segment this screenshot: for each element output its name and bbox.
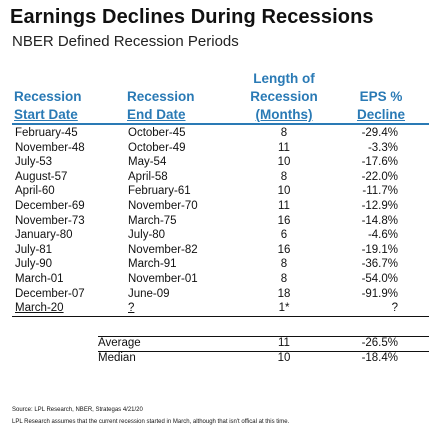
summary-row: Median 10 -18.4% bbox=[12, 351, 429, 366]
length-cell: 8 bbox=[280, 127, 288, 139]
length-cell: 6 bbox=[280, 229, 288, 242]
length-cell: 8 bbox=[280, 272, 288, 285]
length-cell: 10 bbox=[277, 156, 291, 169]
length-cell: 8 bbox=[280, 258, 288, 271]
eps-cell: -91.9% bbox=[361, 287, 398, 300]
eps-cell: -3.3% bbox=[367, 141, 398, 154]
header-eps-decline: EPS % Decline bbox=[356, 89, 406, 122]
table-row: July-81 November-82 16 -19.1% bbox=[12, 243, 429, 258]
summary-label: Average bbox=[98, 337, 141, 349]
length-cell: 16 bbox=[277, 243, 291, 256]
length-cell: 11 bbox=[278, 199, 290, 212]
eps-cell: -54.0% bbox=[361, 272, 398, 285]
table-row: July-53 May-54 10 -17.6% bbox=[12, 155, 429, 170]
eps-cell: -29.4% bbox=[361, 127, 398, 139]
start-date-cell: July-81 bbox=[15, 243, 53, 256]
footnote: LPL Research assumes that the current re… bbox=[12, 419, 290, 425]
start-date-cell: March-20 bbox=[15, 302, 64, 315]
summary-label: Median bbox=[98, 352, 136, 364]
eps-cell: -12.9% bbox=[361, 199, 398, 212]
table-row: December-07 June-09 18 -91.9% bbox=[12, 287, 429, 302]
header-rule bbox=[12, 123, 429, 125]
start-date-cell: April-60 bbox=[15, 185, 55, 198]
end-date-cell: February-61 bbox=[128, 185, 191, 198]
end-date-cell: November-01 bbox=[128, 272, 198, 285]
table-row: November-48 October-49 11 -3.3% bbox=[12, 141, 429, 156]
table-row: August-57 April-58 8 -22.0% bbox=[12, 170, 429, 185]
table-row: February-45 October-45 8 -29.4% bbox=[12, 126, 429, 141]
end-date-cell: March-75 bbox=[128, 214, 177, 227]
start-date-cell: December-07 bbox=[15, 287, 85, 300]
table-row: March-01 November-01 8 -54.0% bbox=[12, 272, 429, 287]
header-end-date: Recession End Date bbox=[127, 89, 195, 122]
end-date-cell: November-70 bbox=[128, 199, 198, 212]
summary-eps: -18.4% bbox=[361, 352, 398, 364]
table-row: July-90 March-91 8 -36.7% bbox=[12, 257, 429, 272]
table-row: January-80 July-80 6 -4.6% bbox=[12, 228, 429, 243]
table-row: March-20? 1*? bbox=[12, 301, 429, 317]
length-cell: 11 bbox=[278, 141, 290, 154]
table-row: December-69 November-70 11 -12.9% bbox=[12, 199, 429, 214]
length-cell: 8 bbox=[280, 170, 288, 183]
eps-cell: -11.7% bbox=[362, 185, 398, 198]
end-date-cell: October-45 bbox=[128, 127, 186, 139]
start-date-cell: July-90 bbox=[15, 258, 53, 271]
recession-rows: February-45 October-45 8 -29.4% November-48 O… bbox=[12, 126, 429, 317]
summary-row: Average 11 -26.5% bbox=[12, 336, 429, 351]
summary-eps: -26.5% bbox=[361, 337, 398, 349]
header-length-months: Length of Recession (Months) bbox=[250, 71, 318, 122]
start-date-cell: November-73 bbox=[15, 214, 85, 227]
eps-cell: ? bbox=[391, 302, 398, 315]
page-subtitle: NBER Defined Recession Periods bbox=[12, 33, 239, 50]
summary-length: 10 bbox=[277, 352, 291, 364]
end-date-cell: November-82 bbox=[128, 243, 198, 256]
average-top-rule bbox=[98, 336, 429, 337]
table-row: November-73 March-75 16 -14.8% bbox=[12, 214, 429, 229]
eps-cell: -14.8% bbox=[361, 214, 398, 227]
table-row: April-60 February-61 10 -11.7% bbox=[12, 184, 429, 199]
eps-cell: -17.6% bbox=[361, 156, 398, 169]
header-start-date: Recession Start Date bbox=[14, 89, 82, 122]
eps-cell: -22.0% bbox=[361, 170, 398, 183]
end-date-cell: March-91 bbox=[128, 258, 177, 271]
eps-cell: -36.7% bbox=[361, 258, 398, 271]
length-cell: 18 bbox=[277, 287, 291, 300]
summary-stats: Average 11 -26.5% Median 10 -18.4% bbox=[12, 336, 429, 366]
source-note: Source: LPL Research, NBER, Strategas 4/… bbox=[12, 407, 143, 413]
start-date-cell: February-45 bbox=[15, 127, 78, 139]
end-date-cell: June-09 bbox=[128, 287, 170, 300]
start-date-cell: December-69 bbox=[15, 199, 85, 212]
start-date-cell: January-80 bbox=[15, 229, 73, 242]
eps-cell: -4.6% bbox=[367, 229, 398, 242]
end-date-cell: October-49 bbox=[128, 141, 186, 154]
end-date-cell: ? bbox=[128, 302, 135, 315]
length-cell: 1* bbox=[278, 302, 290, 315]
end-date-cell: April-58 bbox=[128, 170, 168, 183]
summary-length: 11 bbox=[278, 337, 290, 349]
start-date-cell: March-01 bbox=[15, 272, 64, 285]
page-title: Earnings Declines During Recessions bbox=[10, 6, 374, 28]
eps-cell: -19.1% bbox=[361, 243, 398, 256]
end-date-cell: May-54 bbox=[128, 156, 167, 169]
length-cell: 16 bbox=[277, 214, 291, 227]
start-date-cell: August-57 bbox=[15, 170, 68, 183]
length-cell: 10 bbox=[277, 185, 291, 198]
average-bottom-rule bbox=[98, 351, 429, 352]
start-date-cell: November-48 bbox=[15, 141, 85, 154]
start-date-cell: July-53 bbox=[15, 156, 53, 169]
end-date-cell: July-80 bbox=[128, 229, 166, 242]
